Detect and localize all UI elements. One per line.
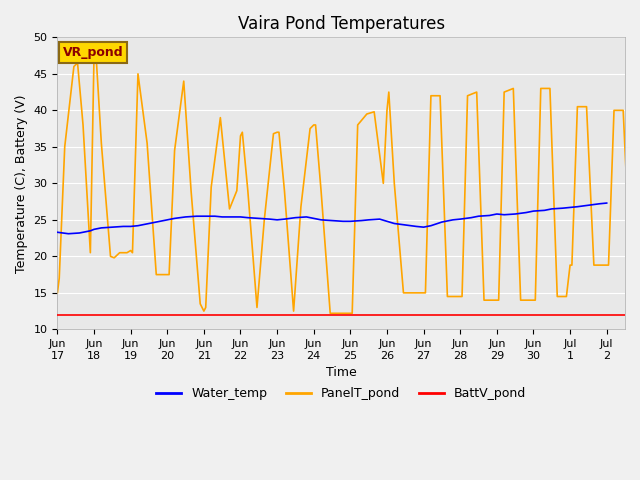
Water_temp (390, 221, 398, 227)
Legend: Water_temp, PanelT_pond, BattV_pond: Water_temp, PanelT_pond, BattV_pond (151, 382, 531, 405)
PanelT_pond (383, 108, 391, 113)
BattV_pond (636, 312, 640, 318)
PanelT_pond (333, 311, 341, 316)
Water_temp (193, 213, 200, 219)
BattV_pond (56, 312, 63, 318)
BattV_pond (581, 312, 589, 318)
PanelT_pond (97, 140, 105, 146)
PanelT_pond (92, 49, 100, 55)
PanelT_pond (86, 250, 94, 255)
PanelT_pond (500, 89, 508, 95)
Text: VR_pond: VR_pond (63, 46, 124, 59)
PanelT_pond (54, 290, 61, 296)
Water_temp (255, 216, 262, 221)
PanelT_pond (326, 311, 334, 316)
Title: Vaira Pond Temperatures: Vaira Pond Temperatures (237, 15, 445, 33)
Line: PanelT_pond: PanelT_pond (58, 52, 639, 313)
Water_temp (541, 207, 548, 213)
PanelT_pond (422, 290, 429, 296)
Water_temp (358, 218, 365, 224)
Y-axis label: Temperature (C), Battery (V): Temperature (C), Battery (V) (15, 94, 28, 273)
BattV_pond (400, 312, 408, 318)
X-axis label: Time: Time (326, 366, 356, 379)
Water_temp (65, 231, 72, 237)
BattV_pond (54, 312, 61, 318)
Water_temp (171, 216, 179, 221)
BattV_pond (544, 312, 552, 318)
Line: Water_temp: Water_temp (58, 203, 607, 234)
PanelT_pond (636, 264, 640, 270)
BattV_pond (398, 312, 406, 318)
Water_temp (54, 229, 61, 235)
BattV_pond (410, 312, 418, 318)
Water_temp (603, 200, 611, 206)
